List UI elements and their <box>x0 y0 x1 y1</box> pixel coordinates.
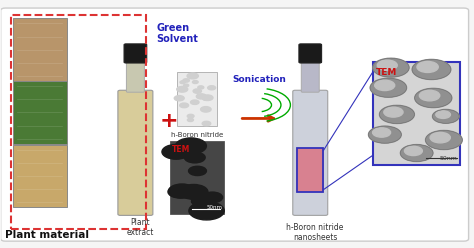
Circle shape <box>430 132 450 143</box>
Circle shape <box>180 103 189 108</box>
Circle shape <box>432 109 459 123</box>
Circle shape <box>177 87 188 92</box>
Circle shape <box>191 100 199 104</box>
FancyBboxPatch shape <box>170 141 224 214</box>
Text: +: + <box>159 111 178 131</box>
Circle shape <box>202 95 213 100</box>
Circle shape <box>375 80 395 91</box>
FancyBboxPatch shape <box>293 90 328 215</box>
Circle shape <box>208 86 216 90</box>
Circle shape <box>192 81 198 84</box>
FancyBboxPatch shape <box>299 44 321 63</box>
Circle shape <box>189 166 207 176</box>
Circle shape <box>202 121 211 126</box>
Circle shape <box>179 185 208 199</box>
Text: Plant
extract: Plant extract <box>127 218 154 237</box>
Text: 50nm: 50nm <box>206 206 222 211</box>
Text: 50nm: 50nm <box>439 156 457 161</box>
Circle shape <box>401 145 433 161</box>
FancyBboxPatch shape <box>0 8 469 241</box>
Circle shape <box>202 192 223 203</box>
Circle shape <box>180 81 185 84</box>
Text: TEM: TEM <box>172 146 190 155</box>
Text: Green
Solvent: Green Solvent <box>156 23 199 44</box>
Circle shape <box>181 81 185 83</box>
Circle shape <box>187 118 193 122</box>
Circle shape <box>183 79 190 82</box>
Circle shape <box>370 78 407 97</box>
Circle shape <box>191 196 211 207</box>
Circle shape <box>187 73 198 79</box>
Circle shape <box>417 62 438 72</box>
Circle shape <box>377 60 397 70</box>
Circle shape <box>415 88 452 108</box>
Circle shape <box>174 96 184 101</box>
Circle shape <box>196 94 206 99</box>
Circle shape <box>384 107 403 117</box>
Circle shape <box>373 58 409 77</box>
FancyBboxPatch shape <box>127 61 145 92</box>
Circle shape <box>426 130 462 150</box>
FancyBboxPatch shape <box>373 62 460 165</box>
Text: TEM: TEM <box>376 68 397 77</box>
Circle shape <box>203 97 209 100</box>
Circle shape <box>419 90 440 101</box>
FancyBboxPatch shape <box>12 81 67 144</box>
FancyBboxPatch shape <box>177 72 217 126</box>
Circle shape <box>169 184 195 198</box>
Circle shape <box>373 128 391 137</box>
FancyBboxPatch shape <box>124 44 147 63</box>
Circle shape <box>198 86 204 89</box>
Circle shape <box>183 84 189 87</box>
Circle shape <box>368 126 401 143</box>
Text: h-Boron nitride: h-Boron nitride <box>171 132 223 138</box>
Circle shape <box>189 202 224 220</box>
Circle shape <box>162 145 191 159</box>
Circle shape <box>201 107 211 112</box>
Circle shape <box>436 111 450 119</box>
Text: h-Boron nitride
nanosheets: h-Boron nitride nanosheets <box>286 223 344 242</box>
Circle shape <box>187 114 194 118</box>
Circle shape <box>412 60 451 80</box>
FancyBboxPatch shape <box>12 19 67 81</box>
FancyBboxPatch shape <box>118 90 153 215</box>
Circle shape <box>404 146 422 155</box>
Circle shape <box>380 105 414 124</box>
Circle shape <box>175 138 206 154</box>
Circle shape <box>193 89 201 93</box>
Circle shape <box>184 152 205 163</box>
FancyBboxPatch shape <box>12 145 67 207</box>
Circle shape <box>168 186 192 198</box>
Text: Sonication: Sonication <box>233 75 286 84</box>
FancyBboxPatch shape <box>301 61 319 92</box>
Text: Plant material: Plant material <box>5 230 90 240</box>
FancyBboxPatch shape <box>296 148 324 192</box>
